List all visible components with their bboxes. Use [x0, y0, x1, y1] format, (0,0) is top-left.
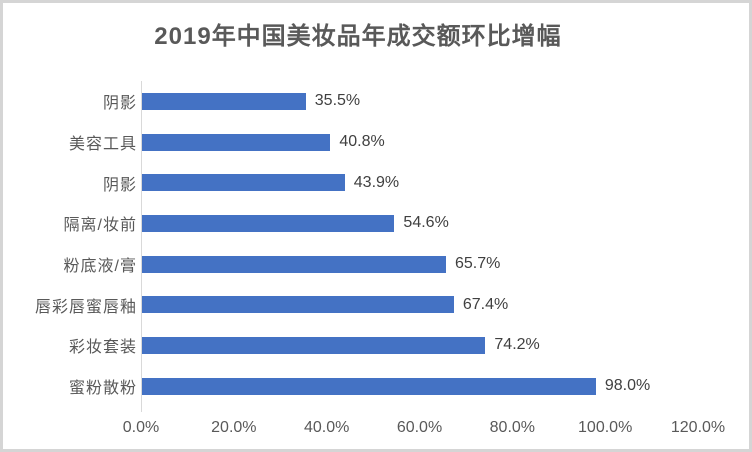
- bar: [141, 133, 331, 151]
- category-label: 阴影: [102, 176, 137, 194]
- chart-row: 阴影 35.5%: [3, 81, 749, 122]
- chart-title: 2019年中国美妆品年成交额环比增幅: [154, 23, 562, 50]
- category-label: 蜜粉散粉: [68, 380, 137, 398]
- category-label: 阴影: [102, 95, 137, 113]
- category-label: 美容工具: [68, 136, 137, 154]
- bar: [141, 296, 454, 314]
- value-label: 54.6%: [403, 214, 449, 232]
- bar: [141, 92, 306, 110]
- x-tick-label: 120.0%: [670, 418, 726, 436]
- x-tick-label: 100.0%: [578, 418, 633, 436]
- chart-row: 隔离/妆前 54.6%: [3, 203, 749, 244]
- value-label: 74.2%: [494, 336, 540, 354]
- bar: [141, 255, 446, 273]
- chart-row: 蜜粉散粉 98.0%: [3, 366, 749, 407]
- category-label: 唇彩唇蜜唇釉: [34, 298, 137, 316]
- chart-row: 粉底液/膏 65.7%: [3, 244, 749, 285]
- x-axis: 0.0% 20.0% 40.0% 60.0% 80.0% 100.0% 120.0%: [123, 418, 725, 439]
- category-label: 隔离/妆前: [63, 217, 137, 235]
- chart-row: 美容工具 40.8%: [3, 122, 749, 163]
- x-tick-label: 40.0%: [303, 418, 350, 436]
- x-tick-label: 60.0%: [396, 418, 443, 436]
- chart-row: 彩妆套装 74.2%: [3, 325, 749, 366]
- value-label: 43.9%: [353, 173, 400, 191]
- value-label: 40.8%: [339, 133, 385, 151]
- value-label: 65.7%: [454, 255, 501, 273]
- value-label: 67.4%: [462, 295, 509, 313]
- value-label: 98.0%: [604, 377, 651, 395]
- bar: [141, 174, 345, 192]
- x-tick-label: 0.0%: [122, 418, 160, 436]
- chart-row: 唇彩唇蜜唇釉 67.4%: [3, 284, 749, 325]
- bar: [141, 377, 596, 395]
- value-label: 35.5%: [314, 92, 361, 110]
- x-tick-label: 20.0%: [211, 418, 257, 436]
- category-label: 粉底液/膏: [63, 258, 137, 276]
- bar: [141, 336, 486, 354]
- x-tick-label: 80.0%: [489, 418, 536, 436]
- plot-area: 阴影 35.5% 美容工具 40.8% 阴影 43.9% 隔离/妆前 54.6% 粉底液/膏 65…: [3, 81, 749, 412]
- y-axis-line: [141, 81, 142, 412]
- chart-row: 阴影 43.9%: [3, 162, 749, 203]
- bar: [141, 214, 395, 232]
- category-label: 彩妆套装: [68, 339, 137, 357]
